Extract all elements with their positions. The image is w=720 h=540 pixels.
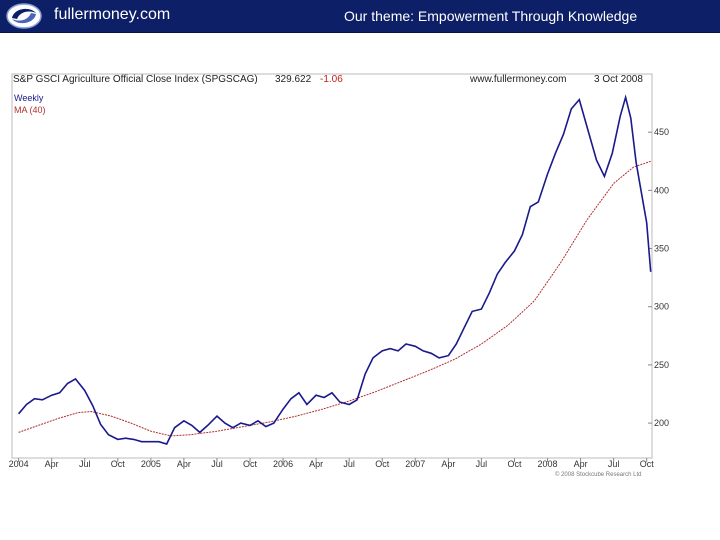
plot-frame — [11, 73, 653, 459]
x-tick-label: Oct — [243, 459, 258, 469]
x-tick-label: 2004 — [9, 459, 29, 469]
chart-last-value: 329.622 — [275, 74, 312, 85]
x-tick-label: Jul — [608, 459, 620, 469]
y-tick-label: 200 — [654, 418, 669, 428]
chart-source: www.fullermoney.com — [469, 74, 567, 85]
x-axis: 2004 Apr Jul Oct 2005 Apr Jul Oct 2006 Apr Jul Oct 2… — [9, 458, 655, 469]
chart-change: -1.06 — [320, 74, 343, 85]
x-tick-label: 2005 — [141, 459, 161, 469]
x-tick-label: Apr — [45, 459, 59, 469]
chart-title: S&P GSCI Agriculture Official Close Inde… — [13, 74, 258, 85]
x-tick-label: 2008 — [538, 459, 558, 469]
y-tick-label: 250 — [654, 360, 669, 370]
x-tick-label: Jul — [476, 459, 488, 469]
x-tick-label: Jul — [79, 459, 91, 469]
x-tick-label: Oct — [640, 459, 655, 469]
y-tick-label: 400 — [654, 185, 669, 195]
x-tick-label: Jul — [211, 459, 223, 469]
legend-weekly: Weekly — [14, 93, 44, 103]
x-tick-label: Jul — [343, 459, 355, 469]
price-chart: S&P GSCI Agriculture Official Close Inde… — [9, 73, 669, 478]
x-tick-label: Apr — [574, 459, 588, 469]
copyright-text: © 2008 Stockcube Research Ltd — [555, 471, 641, 478]
header-bar: fullermoney.com Our theme: Empowerment T… — [0, 0, 720, 33]
y-axis: 200 250 300 350 400 450 — [648, 127, 669, 428]
chart-date: 3 Oct 2008 — [594, 74, 643, 85]
theme-tagline: Our theme: Empowerment Through Knowledge — [344, 8, 638, 24]
x-tick-label: Oct — [375, 459, 390, 469]
y-tick-label: 450 — [654, 127, 669, 137]
series-line-weekly — [17, 94, 652, 445]
x-tick-label: Apr — [441, 459, 455, 469]
y-tick-label: 350 — [654, 244, 669, 254]
site-name[interactable]: fullermoney.com — [54, 6, 171, 23]
x-tick-label: Apr — [177, 459, 191, 469]
x-tick-label: Apr — [309, 459, 323, 469]
x-tick-label: 2006 — [273, 459, 293, 469]
x-tick-label: Oct — [507, 459, 522, 469]
x-tick-label: Oct — [111, 459, 126, 469]
series-line-ma40 — [18, 160, 651, 437]
legend-ma: MA (40) — [14, 105, 46, 115]
y-tick-label: 300 — [654, 302, 669, 312]
swirl-logo-icon — [6, 3, 42, 29]
x-tick-label: 2007 — [405, 459, 425, 469]
